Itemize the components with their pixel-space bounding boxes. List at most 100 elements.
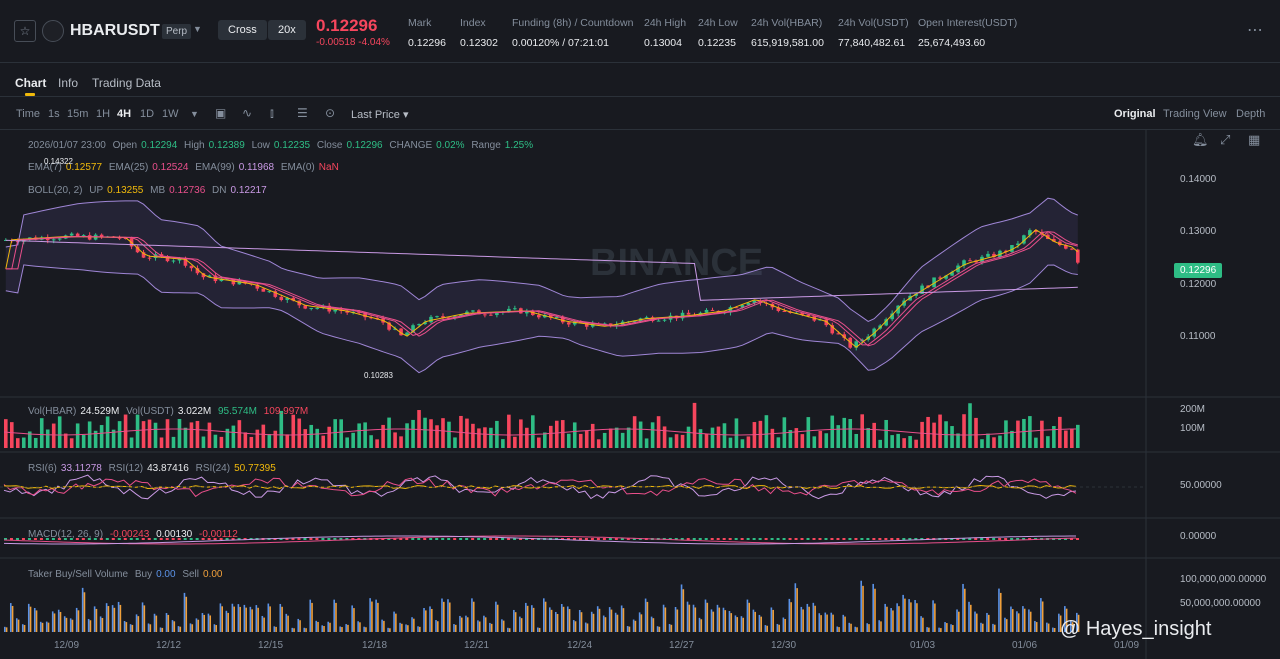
- taker-sell-bar: [598, 608, 601, 632]
- volume-bar: [249, 436, 254, 448]
- candle: [884, 319, 888, 326]
- volume-bar: [548, 425, 553, 448]
- volume-bar: [471, 423, 475, 448]
- candle: [854, 341, 859, 348]
- view-trading-view[interactable]: Trading View: [1163, 108, 1227, 120]
- interval-1s[interactable]: 1s: [48, 108, 60, 120]
- volume-ma: [3, 428, 1076, 436]
- taker-buy-bar: [572, 620, 575, 632]
- macd-hist: [333, 538, 337, 540]
- taker-buy-bar: [345, 624, 347, 632]
- macd-hist: [147, 538, 151, 540]
- tab-info[interactable]: Info: [58, 76, 79, 90]
- chart-type-icon[interactable]: ⫾: [270, 106, 274, 120]
- macd-hist: [614, 538, 618, 540]
- taker-sell-bar: [748, 602, 751, 632]
- symbol-dropdown-icon[interactable]: ▼: [193, 24, 202, 34]
- tab-trading-data[interactable]: Trading Data: [92, 76, 161, 90]
- taker-buy-bar: [21, 624, 24, 632]
- view-original[interactable]: Original: [1114, 108, 1156, 120]
- candle: [99, 234, 104, 237]
- view-depth[interactable]: Depth: [1236, 108, 1266, 120]
- interval-dropdown-icon[interactable]: ▼: [190, 109, 199, 119]
- more-icon[interactable]: ⋯: [1247, 22, 1264, 39]
- last-price: 0.12296: [316, 16, 378, 35]
- macd-hist: [1010, 538, 1014, 540]
- candle: [285, 297, 290, 301]
- symbol-name[interactable]: HBARUSDT: [70, 22, 160, 39]
- taker-buy-bar: [968, 601, 970, 632]
- taker-buy-bar: [75, 607, 78, 632]
- price-type-select[interactable]: Last Price ▾: [351, 109, 409, 121]
- taker-buy-bar: [746, 599, 749, 632]
- taker-buy-bar: [537, 627, 539, 632]
- favorite-star-icon[interactable]: ☆: [14, 20, 36, 42]
- macd-hist: [405, 538, 409, 540]
- volume-bar: [183, 427, 188, 448]
- volume-bar: [836, 425, 841, 448]
- candle: [57, 238, 62, 240]
- taker-sell-bar: [856, 627, 858, 632]
- taker-buy-bar: [734, 615, 737, 632]
- macd-hist: [992, 538, 996, 540]
- fullscreen-icon[interactable]: ⤢: [1220, 132, 1231, 147]
- layout-grid-icon[interactable]: ▦: [1248, 132, 1261, 147]
- macd-hist: [980, 538, 984, 540]
- macd-hist: [315, 538, 319, 540]
- interval-1d[interactable]: 1D: [140, 108, 155, 120]
- stat-index: Index 0.12302: [460, 17, 498, 49]
- interval-15m[interactable]: 15m: [67, 108, 89, 120]
- current-price-tag: 0.12296: [1174, 263, 1223, 278]
- taker-buy-bar: [441, 598, 443, 632]
- taker-sell-bar: [1071, 622, 1074, 632]
- taker-buy-bar: [357, 621, 359, 632]
- taker-sell-bar: [712, 611, 715, 632]
- taker-sell-bar: [317, 621, 319, 632]
- price-chart[interactable]: BINANCE: [0, 130, 1280, 659]
- margin-mode-button[interactable]: Cross: [218, 20, 267, 40]
- taker-sell-bar: [526, 605, 529, 632]
- leverage-button[interactable]: 20x: [268, 20, 306, 40]
- rsi-line: [3, 474, 1077, 500]
- taker-buy-bar: [393, 611, 395, 632]
- taker-sell-bar: [934, 603, 936, 632]
- alert-bell-icon[interactable]: 🔔︎: [1192, 132, 1209, 147]
- interval-1w[interactable]: 1W: [162, 108, 179, 120]
- taker-sell-bar: [454, 624, 457, 632]
- taker-sell-bar: [784, 618, 786, 632]
- volume-bar: [375, 439, 379, 448]
- macd-hist: [195, 538, 199, 540]
- taker-sell-bar: [778, 624, 780, 632]
- taker-buy-bar: [111, 605, 114, 632]
- candle: [423, 322, 427, 325]
- volume-bar: [842, 417, 847, 448]
- taker-buy-bar: [1076, 612, 1078, 632]
- interval-4h[interactable]: 4H: [117, 108, 132, 120]
- macd-hist: [525, 538, 529, 540]
- indicators-icon[interactable]: ∿: [242, 106, 253, 120]
- taker-buy-bar: [560, 604, 563, 632]
- ema99-line: [5, 239, 1078, 301]
- macd-hist: [974, 538, 978, 540]
- candle: [81, 235, 86, 237]
- candle: [405, 332, 409, 336]
- taker-sell-bar: [335, 602, 337, 632]
- rsi-legend: RSI(6) 33.11278 RSI(12) 43.87416 RSI(24) 50…: [28, 463, 276, 474]
- macd-hist: [81, 538, 85, 540]
- taker-buy-bar: [614, 612, 617, 632]
- crosshair-icon[interactable]: ⊙: [325, 106, 336, 120]
- calendar-icon[interactable]: ▣: [215, 106, 227, 120]
- interval-1h[interactable]: 1H: [96, 108, 111, 120]
- interval-time[interactable]: Time: [16, 108, 41, 120]
- candle: [842, 334, 847, 338]
- volume-bar: [447, 421, 451, 448]
- macd-hist: [560, 538, 564, 540]
- price-change: -0.00518 -4.04%: [316, 37, 390, 48]
- volume-bar: [363, 422, 367, 448]
- taker-sell-bar: [832, 614, 834, 632]
- candle: [836, 333, 841, 335]
- settings-icon[interactable]: ☰: [297, 106, 308, 120]
- volume-bar: [507, 414, 511, 448]
- taker-sell-bar: [11, 605, 14, 632]
- tab-chart[interactable]: Chart: [15, 76, 47, 90]
